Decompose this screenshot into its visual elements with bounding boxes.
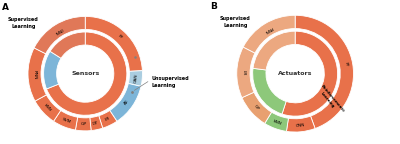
Wedge shape xyxy=(282,31,338,116)
Text: B: B xyxy=(210,2,217,11)
Wedge shape xyxy=(85,16,142,71)
Text: DT: DT xyxy=(92,121,99,126)
Text: RNN: RNN xyxy=(263,25,273,34)
Wedge shape xyxy=(46,32,127,115)
Wedge shape xyxy=(237,47,255,98)
Wedge shape xyxy=(253,68,286,114)
Text: LR: LR xyxy=(241,70,246,75)
Wedge shape xyxy=(28,48,46,101)
Text: GAN: GAN xyxy=(133,73,138,83)
Wedge shape xyxy=(34,16,85,54)
Text: FF: FF xyxy=(344,62,348,68)
Text: A: A xyxy=(2,3,9,12)
Wedge shape xyxy=(242,92,272,123)
Text: CNN: CNN xyxy=(54,26,64,35)
Text: Sensors: Sensors xyxy=(71,71,99,76)
Text: LR: LR xyxy=(104,116,110,122)
Text: kNN: kNN xyxy=(272,119,282,126)
Wedge shape xyxy=(265,112,288,131)
Text: kNN: kNN xyxy=(43,103,52,113)
Wedge shape xyxy=(128,71,142,86)
Wedge shape xyxy=(253,31,295,70)
Text: AE: AE xyxy=(124,99,130,106)
Text: GP: GP xyxy=(80,122,86,126)
Wedge shape xyxy=(50,32,85,58)
Wedge shape xyxy=(286,116,315,132)
Wedge shape xyxy=(110,84,141,121)
Text: FF: FF xyxy=(117,34,123,40)
Wedge shape xyxy=(295,15,354,128)
Wedge shape xyxy=(90,116,103,131)
Text: CNN: CNN xyxy=(295,123,305,128)
Wedge shape xyxy=(35,95,61,121)
Text: Unsupervised
Learning: Unsupervised Learning xyxy=(152,76,189,88)
Text: GP: GP xyxy=(253,104,260,111)
Text: Actuators: Actuators xyxy=(278,71,312,76)
Text: Reinforcement
Learning: Reinforcement Learning xyxy=(316,84,343,114)
Wedge shape xyxy=(44,51,61,89)
Wedge shape xyxy=(243,15,295,53)
Wedge shape xyxy=(75,117,91,131)
Text: Supervised
Learning: Supervised Learning xyxy=(220,16,251,28)
Text: Supervised
Learning: Supervised Learning xyxy=(8,17,39,29)
Wedge shape xyxy=(54,110,78,130)
Wedge shape xyxy=(99,110,117,128)
Text: SVM: SVM xyxy=(61,117,72,124)
Text: RNN: RNN xyxy=(32,70,36,79)
